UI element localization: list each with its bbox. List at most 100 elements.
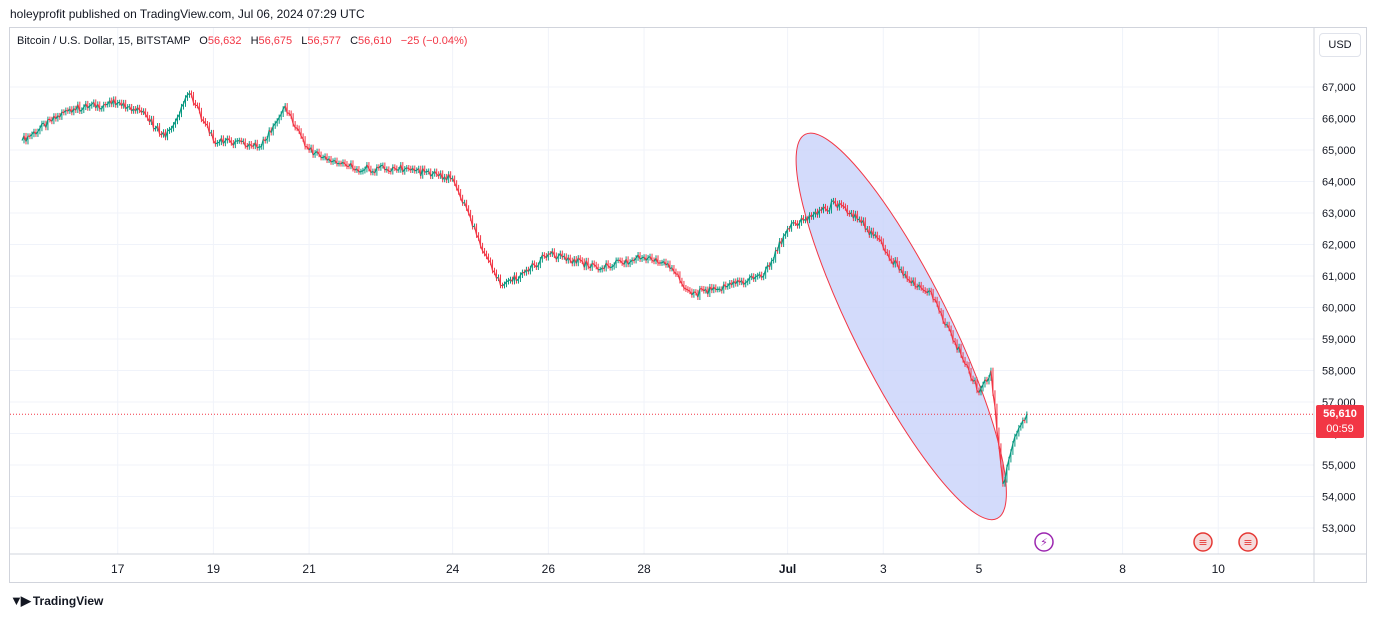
price-segment bbox=[723, 284, 727, 288]
price-segment bbox=[222, 140, 226, 144]
price-segment bbox=[645, 257, 649, 261]
price-segment bbox=[523, 269, 527, 274]
price-segment bbox=[765, 264, 769, 270]
price-segment bbox=[886, 252, 890, 259]
price-segment bbox=[352, 168, 356, 171]
price-segment bbox=[55, 115, 59, 120]
price-segment bbox=[904, 273, 908, 280]
price-segment bbox=[370, 170, 374, 174]
price-segment bbox=[190, 94, 195, 103]
price-segment bbox=[894, 259, 898, 265]
price-segment bbox=[354, 168, 358, 171]
price-segment bbox=[174, 117, 179, 122]
price-segment bbox=[970, 378, 974, 382]
price-segment bbox=[771, 259, 774, 262]
price-segment bbox=[964, 363, 968, 366]
price-segment bbox=[270, 125, 274, 133]
price-segment bbox=[420, 168, 424, 177]
price-segment bbox=[713, 286, 717, 290]
price-segment bbox=[940, 312, 944, 322]
price-segment bbox=[239, 140, 242, 143]
price-segment bbox=[217, 141, 220, 144]
price-segment bbox=[506, 280, 509, 283]
price-segment bbox=[926, 290, 930, 294]
price-segment bbox=[400, 164, 404, 173]
price-segment bbox=[843, 205, 846, 209]
price-segment bbox=[585, 260, 589, 267]
price-segment bbox=[697, 288, 701, 298]
price-segment bbox=[820, 206, 825, 211]
price-segment bbox=[324, 155, 328, 161]
price-segment bbox=[934, 299, 938, 305]
y-tick-label: 64,000 bbox=[1322, 177, 1356, 189]
price-segment bbox=[272, 123, 276, 127]
chart-frame[interactable] bbox=[9, 27, 1367, 583]
tradingview-logo[interactable]: ▼▶ TradingView bbox=[10, 593, 103, 609]
x-tick-label: Jul bbox=[779, 562, 796, 576]
price-segment bbox=[486, 256, 490, 261]
price-segment bbox=[741, 280, 745, 285]
price-segment bbox=[819, 209, 822, 212]
price-segment bbox=[368, 168, 372, 173]
price-segment bbox=[1002, 479, 1006, 485]
price-segment bbox=[593, 264, 597, 267]
price-segment bbox=[537, 259, 541, 266]
price-segment bbox=[35, 131, 39, 135]
price-segment bbox=[458, 191, 462, 198]
price-segment bbox=[589, 263, 593, 269]
price-segment bbox=[797, 222, 801, 227]
price-segment bbox=[476, 234, 480, 239]
price-segment bbox=[575, 257, 579, 264]
price-segment bbox=[607, 265, 611, 269]
price-segment bbox=[701, 288, 705, 292]
price-segment bbox=[434, 171, 438, 175]
price-segment bbox=[164, 130, 169, 138]
price-segment bbox=[968, 370, 972, 379]
price-segment bbox=[535, 264, 539, 268]
price-segment bbox=[683, 287, 687, 290]
price-segment bbox=[310, 147, 314, 156]
price-segment bbox=[847, 212, 850, 215]
price-segment bbox=[482, 250, 486, 254]
price-segment bbox=[508, 279, 511, 282]
price-segment bbox=[669, 267, 673, 270]
price-segment bbox=[182, 97, 187, 105]
price-segment bbox=[990, 370, 994, 394]
price-segment bbox=[296, 128, 300, 132]
price-segment bbox=[511, 274, 516, 282]
price-segment bbox=[226, 137, 230, 141]
y-tick-label: 55,000 bbox=[1322, 460, 1356, 472]
x-tick-label: 17 bbox=[111, 562, 125, 576]
change-value: −25 (−0.04%) bbox=[400, 35, 468, 47]
price-segment bbox=[184, 94, 188, 99]
price-segment bbox=[623, 258, 627, 265]
price-segment bbox=[280, 108, 284, 115]
price-segment bbox=[753, 276, 757, 280]
price-segment bbox=[424, 171, 427, 173]
price-segment bbox=[844, 207, 848, 214]
us-flag-event-icon bbox=[1193, 532, 1213, 552]
price-segment bbox=[823, 206, 826, 210]
price-segment bbox=[430, 173, 434, 177]
price-segment bbox=[137, 107, 141, 111]
price-segment bbox=[900, 269, 904, 276]
price-segment bbox=[781, 235, 785, 245]
price-segment bbox=[318, 154, 322, 158]
price-segment bbox=[757, 273, 760, 277]
price-segment bbox=[649, 256, 653, 261]
price-segment bbox=[599, 267, 603, 271]
price-segment bbox=[938, 310, 942, 314]
price-segment bbox=[300, 135, 304, 140]
price-segment bbox=[414, 169, 417, 172]
currency-button[interactable]: USD bbox=[1319, 33, 1361, 57]
price-segment bbox=[342, 161, 346, 165]
price-segment bbox=[314, 151, 318, 154]
us-flag-event-icon bbox=[1238, 532, 1258, 552]
price-segment bbox=[602, 267, 605, 270]
price-segment bbox=[555, 255, 559, 260]
y-tick-label: 60,000 bbox=[1322, 303, 1356, 315]
bar-countdown: 00:59 bbox=[1326, 423, 1354, 435]
price-segment bbox=[773, 250, 777, 260]
price-segment bbox=[687, 289, 691, 292]
